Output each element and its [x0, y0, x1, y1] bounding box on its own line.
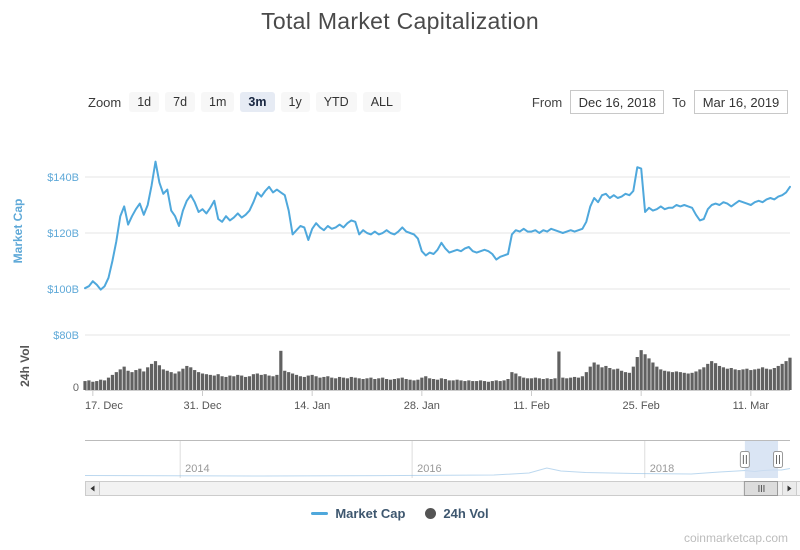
zoom-button-ytd[interactable]: YTD: [315, 91, 357, 113]
x-axis-label: 17. Dec: [85, 400, 123, 412]
x-axis-label: 11. Feb: [513, 400, 550, 412]
x-axis-label: 11. Mar: [733, 400, 770, 412]
zoom-group: Zoom 1d 7d 1m 3m 1y YTD ALL: [88, 91, 401, 113]
y-axis-label-market-cap: $100B: [47, 284, 79, 296]
y-axis-label-market-cap: $140B: [47, 172, 79, 184]
x-axis-label: 25. Feb: [623, 400, 660, 412]
navigator-year-label: 2016: [417, 463, 441, 475]
zoom-button-1y[interactable]: 1y: [280, 91, 310, 113]
navigator-handle-right[interactable]: [773, 451, 784, 468]
date-range-group: From To: [532, 90, 788, 114]
range-controls: Zoom 1d 7d 1m 3m 1y YTD ALL From To: [88, 90, 788, 114]
legend-label-market-cap: Market Cap: [335, 506, 406, 521]
zoom-button-1m[interactable]: 1m: [201, 91, 235, 113]
scrollbar-track[interactable]: [85, 481, 800, 496]
volume-dot-icon: [425, 508, 437, 519]
legend-item-market-cap[interactable]: Market Cap: [311, 506, 405, 521]
legend: Market Cap 24h Vol: [0, 506, 800, 521]
navigator-handle-left[interactable]: [739, 451, 750, 468]
zoom-button-7d[interactable]: 7d: [165, 91, 196, 113]
zoom-label: Zoom: [88, 94, 122, 110]
scrollbar-right-arrow-icon: [787, 485, 792, 492]
x-axis-label: 28. Jan: [404, 400, 440, 412]
y-axis-title-market-cap: Market Cap: [11, 199, 25, 264]
y-axis-label-market-cap: $120B: [47, 228, 79, 240]
to-label: To: [672, 94, 686, 110]
scrollbar-left-arrow-icon: [90, 485, 95, 492]
y-axis-label-24h-vol: 0: [73, 382, 79, 394]
volume-series: [83, 350, 792, 390]
from-label: From: [531, 94, 563, 110]
watermark: coinmarketcap.com: [683, 531, 788, 545]
y-axis-label-24h-vol: $80B: [53, 330, 79, 342]
market-cap-line: [84, 160, 791, 291]
chart-title: Total Market Capitalization: [261, 8, 539, 34]
x-axis-label: 14. Jan: [294, 400, 330, 412]
navigator-year-label: 2014: [185, 463, 209, 475]
navigator-year-label: 2018: [650, 463, 674, 475]
navigator-selection[interactable]: [744, 441, 779, 478]
zoom-button-all[interactable]: ALL: [362, 91, 401, 113]
y-axis-title-24h-vol: 24h Vol: [18, 345, 32, 387]
x-axis-label: 31. Dec: [184, 400, 222, 412]
to-date-input[interactable]: [694, 90, 788, 114]
legend-item-24h-vol[interactable]: 24h Vol: [425, 506, 489, 521]
market-cap-line-icon: [311, 512, 329, 515]
from-date-input[interactable]: [570, 90, 665, 114]
zoom-button-3m[interactable]: 3m: [240, 91, 275, 113]
legend-label-24h-vol: 24h Vol: [443, 506, 489, 521]
zoom-button-1d[interactable]: 1d: [129, 91, 160, 113]
